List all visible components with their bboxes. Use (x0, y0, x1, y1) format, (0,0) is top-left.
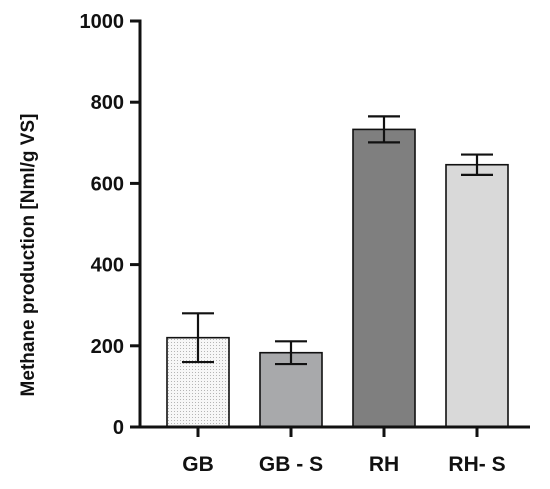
error-bar (275, 340, 307, 366)
error-bar (368, 115, 400, 144)
error-bars (182, 115, 493, 366)
x-category-label: GB (182, 453, 214, 476)
y-tick-label: 400 (91, 255, 124, 277)
y-tick-label: 200 (91, 336, 124, 358)
y-tick-label: 600 (91, 173, 124, 195)
x-category-label: GB - S (259, 453, 323, 476)
y-axis-title: Methane production [Nml/g VS] (18, 114, 39, 397)
x-category-label: RH- S (448, 453, 505, 476)
y-ticks: 0 200 400 600 800 1000 (80, 11, 140, 439)
error-bar (182, 312, 214, 364)
bar-rh-s (445, 163, 509, 428)
y-tick-label: 0 (113, 417, 124, 439)
x-categories: GB GB - S RH RH- S (182, 427, 506, 476)
y-tick-label: 1000 (80, 11, 125, 33)
bars (166, 128, 509, 428)
x-category-label: RH (369, 453, 399, 476)
bar-rh (352, 128, 416, 428)
error-bar (461, 153, 493, 176)
y-tick-label: 800 (91, 92, 124, 114)
